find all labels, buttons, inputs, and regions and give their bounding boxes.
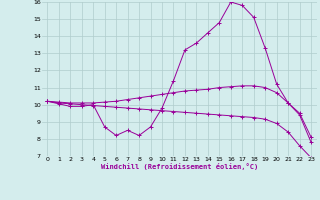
X-axis label: Windchill (Refroidissement éolien,°C): Windchill (Refroidissement éolien,°C) [100, 163, 258, 170]
